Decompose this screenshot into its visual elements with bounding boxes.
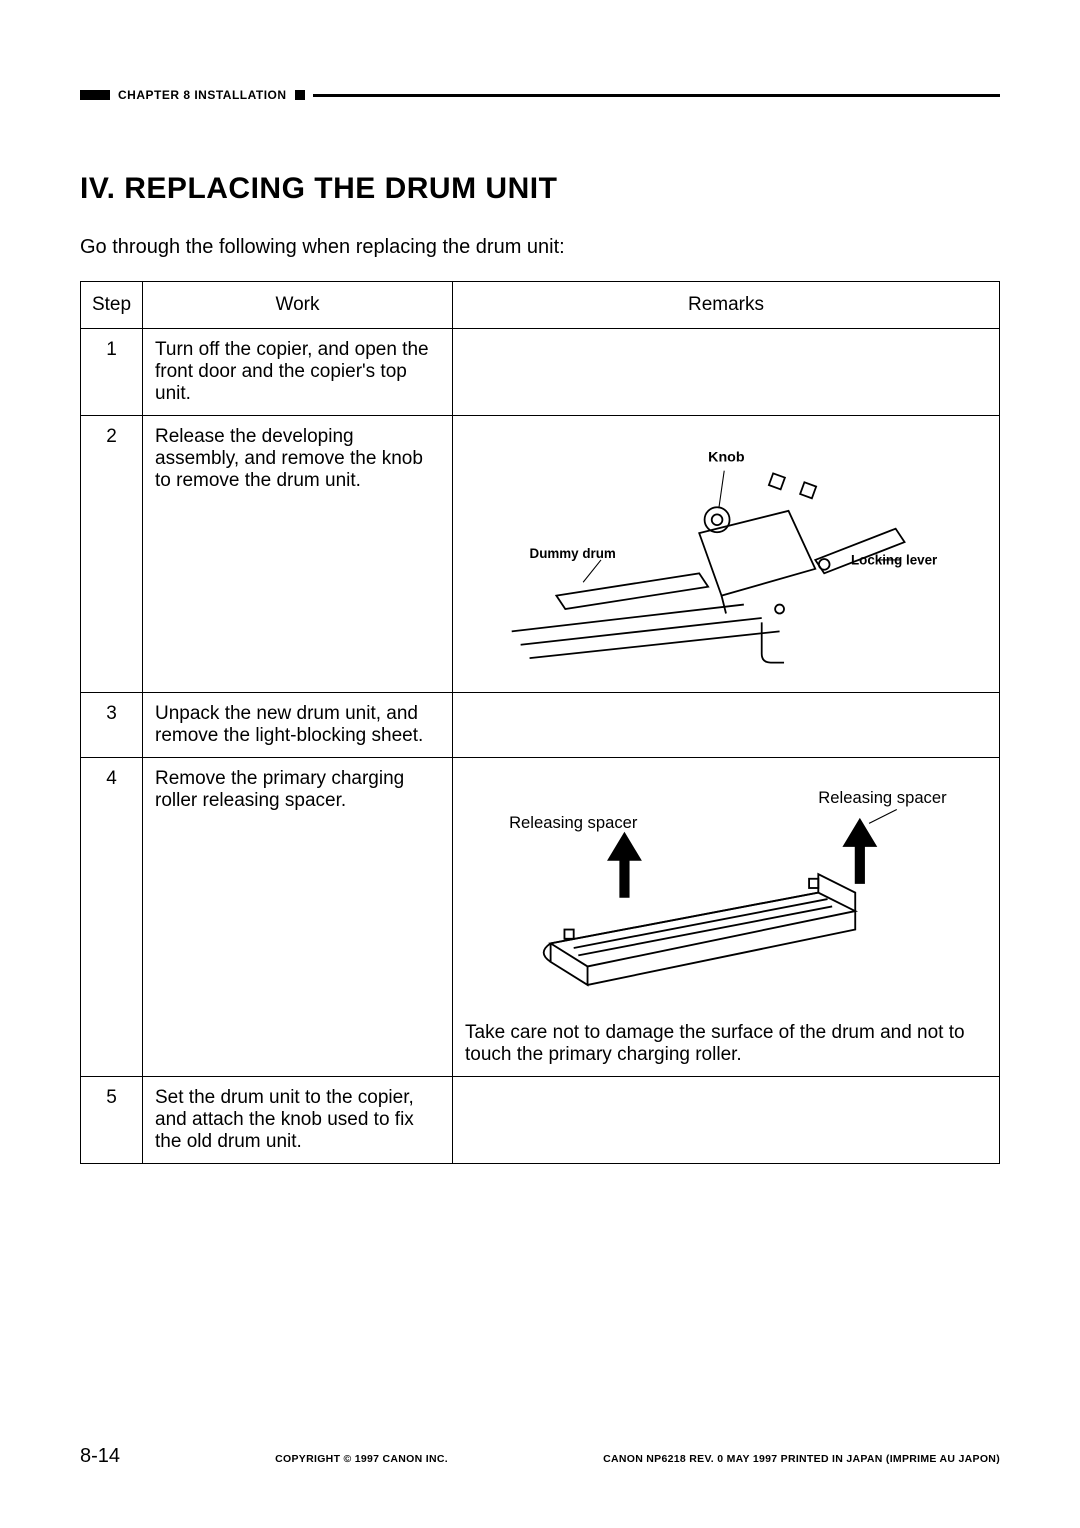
col-work: Work [143, 282, 453, 329]
step-work: Set the drum unit to the copier, and att… [143, 1077, 453, 1164]
footer-copyright: COPYRIGHT © 1997 CANON INC. [275, 1453, 448, 1465]
label-releasing-spacer-right: Releasing spacer [818, 788, 947, 807]
step-remarks: Knob Dummy drum Locking lever [453, 416, 1000, 693]
section-intro: Go through the following when replacing … [80, 236, 1000, 259]
label-releasing-spacer-left: Releasing spacer [509, 813, 638, 832]
table-row: 1 Turn off the copier, and open the fron… [81, 329, 1000, 416]
page-number: 8-14 [80, 1445, 120, 1468]
step-work: Turn off the copier, and open the front … [143, 329, 453, 416]
table-row: 4 Remove the primary charging roller rel… [81, 758, 1000, 1077]
step-number: 4 [81, 758, 143, 1077]
section-title: IV. REPLACING THE DRUM UNIT [80, 172, 1000, 206]
label-knob: Knob [708, 450, 745, 466]
step-remarks: Releasing spacer Releasing spacer Take c… [453, 758, 1000, 1077]
step-number: 2 [81, 416, 143, 693]
page-footer: 8-14 COPYRIGHT © 1997 CANON INC. CANON N… [80, 1445, 1000, 1468]
step-work: Release the developing assembly, and rem… [143, 416, 453, 693]
header-rule [313, 94, 1000, 97]
footer-doc-id: CANON NP6218 REV. 0 MAY 1997 PRINTED IN … [603, 1453, 1000, 1465]
chapter-header: CHAPTER 8 INSTALLATION [80, 88, 1000, 102]
procedure-table: Step Work Remarks 1 Turn off the copier,… [80, 281, 1000, 1164]
table-row: 2 Release the developing assembly, and r… [81, 416, 1000, 693]
chapter-label: CHAPTER 8 INSTALLATION [118, 88, 287, 102]
caution-text: Take care not to damage the surface of t… [465, 1022, 987, 1066]
table-row: 5 Set the drum unit to the copier, and a… [81, 1077, 1000, 1164]
step-number: 1 [81, 329, 143, 416]
step-remarks [453, 1077, 1000, 1164]
page-content: CHAPTER 8 INSTALLATION IV. REPLACING THE… [80, 88, 1000, 1468]
label-locking-lever: Locking lever [851, 552, 937, 567]
step-work: Unpack the new drum unit, and remove the… [143, 693, 453, 758]
step-remarks [453, 329, 1000, 416]
step-number: 3 [81, 693, 143, 758]
step-number: 5 [81, 1077, 143, 1164]
step-remarks [453, 693, 1000, 758]
col-remarks: Remarks [453, 282, 1000, 329]
label-dummy-drum: Dummy drum [530, 546, 616, 561]
header-block-icon [295, 90, 305, 100]
step-work: Remove the primary charging roller relea… [143, 758, 453, 1077]
spacer-diagram: Releasing spacer Releasing spacer [465, 768, 987, 1014]
table-row: 3 Unpack the new drum unit, and remove t… [81, 693, 1000, 758]
header-block-icon [80, 90, 110, 100]
table-header-row: Step Work Remarks [81, 282, 1000, 329]
col-step: Step [81, 282, 143, 329]
knob-diagram: Knob Dummy drum Locking lever [465, 426, 987, 682]
